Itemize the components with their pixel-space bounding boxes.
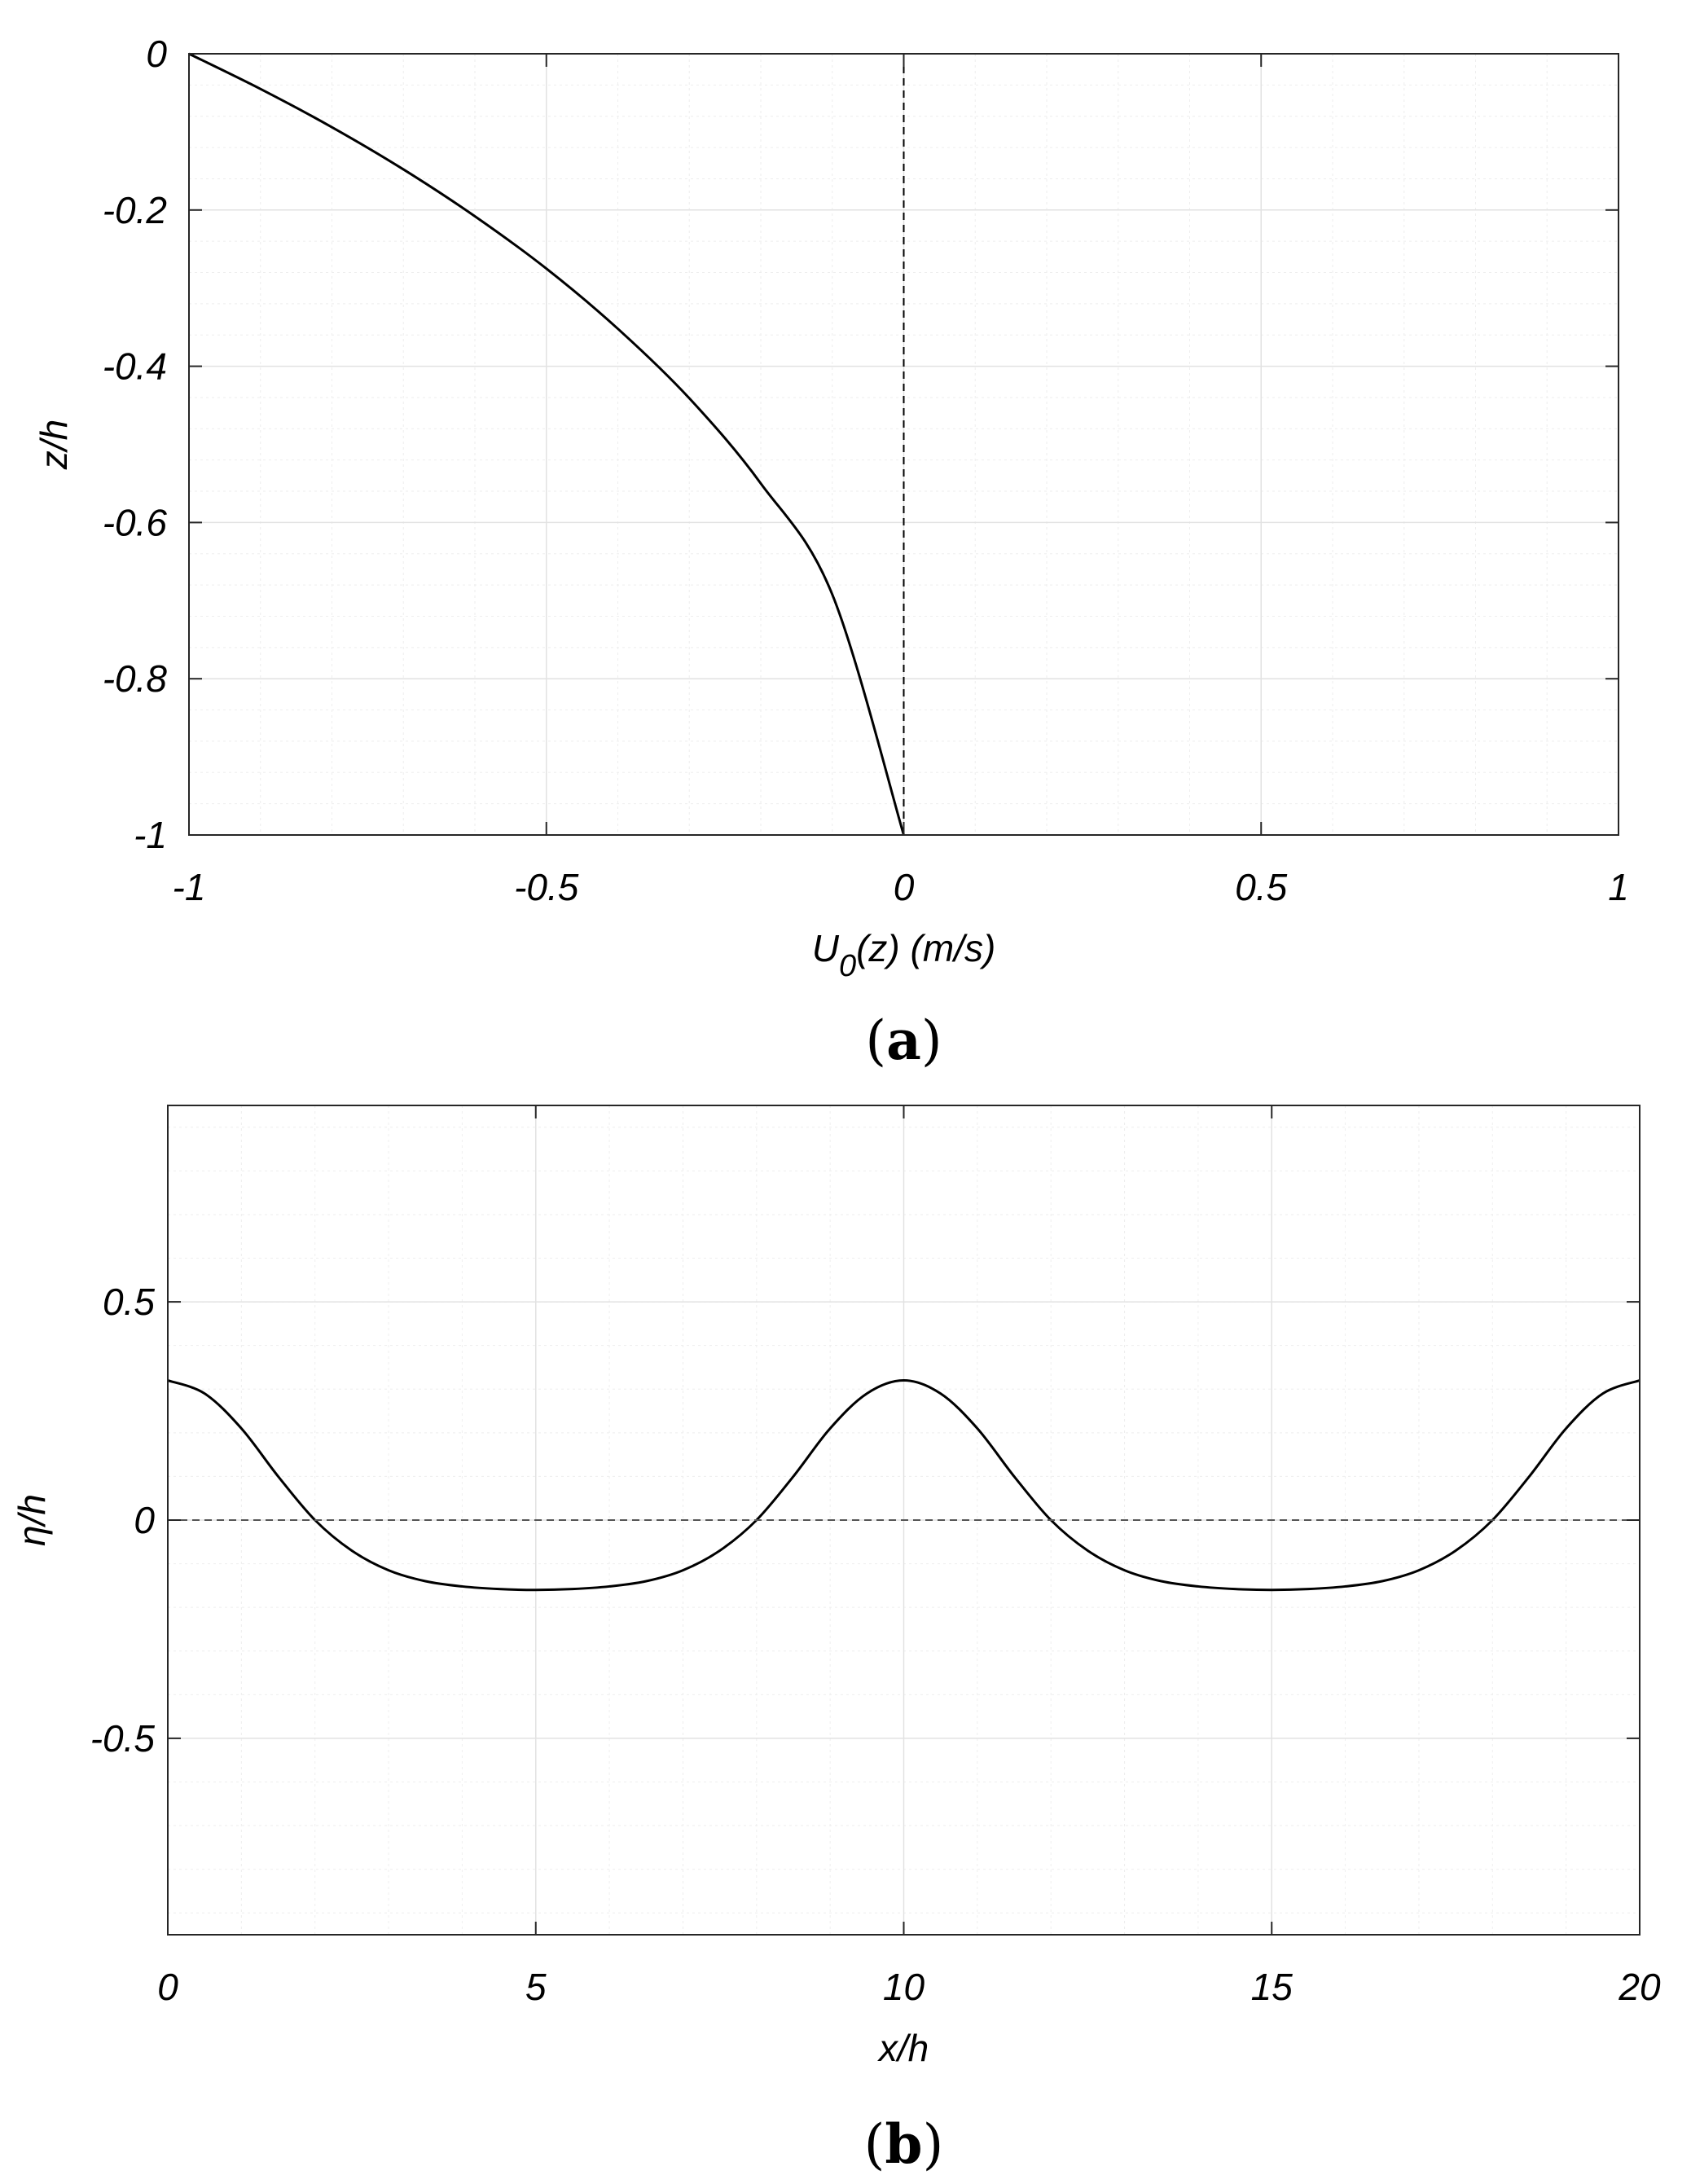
x-tick-label: 1 <box>1608 866 1629 908</box>
panel-label-a-letter: a <box>886 1009 921 1072</box>
panel-label-b-letter: b <box>885 2112 922 2176</box>
x-axis-label-b: x/h <box>877 2027 929 2069</box>
y-tick-label: 0.5 <box>103 1281 155 1323</box>
y-tick-label: 0 <box>146 33 167 75</box>
x-tick-label: 10 <box>883 1966 925 2008</box>
y-tick-label: -0.4 <box>103 345 167 388</box>
x-tick-label: 20 <box>1618 1966 1661 2008</box>
series-lines-a <box>188 52 905 836</box>
series-lines-b <box>167 1379 1640 1592</box>
y-tick-label: -0.2 <box>103 189 167 231</box>
x-tick-label: 0 <box>157 1966 178 2008</box>
x-tick-label: 0.5 <box>1235 866 1287 908</box>
y-axis-label-b: η/h <box>11 1494 53 1546</box>
y-tick-label: -0.6 <box>103 501 168 543</box>
data-series-line <box>188 52 905 836</box>
x-axis-label-a-sub: 0 <box>839 949 856 983</box>
panel-label-a: (a) <box>865 1009 942 1072</box>
x-tick-label: 15 <box>1251 1966 1294 2008</box>
x-tick-label: -1 <box>173 866 206 908</box>
ticks-b: 0 5 10 15 20 0.5 0 -0.5 <box>90 1105 1661 2008</box>
x-tick-label: 5 <box>525 1966 547 2008</box>
y-axis-label-a: z/h <box>33 420 75 470</box>
chart-panel-b: 0 5 10 15 20 0.5 0 -0.5 x/h η/h (b) <box>11 1105 1661 2176</box>
y-tick-label: -1 <box>134 814 167 856</box>
x-axis-label-a: U0(z) (m/s) <box>812 927 996 983</box>
x-tick-label: -0.5 <box>514 866 579 908</box>
y-tick-label: -0.8 <box>103 657 168 700</box>
y-tick-label: 0 <box>134 1499 155 1541</box>
x-tick-label: 0 <box>894 866 915 908</box>
x-axis-label-a-rest: (z) (m/s) <box>856 927 995 969</box>
data-series-line <box>167 1379 1640 1592</box>
chart-panel-a: -1 -0.5 0 0.5 10-0.2-0.4-0.6-0.8-1 U0(z) (m/… <box>33 33 1629 1072</box>
panel-label-b: (b) <box>864 2112 944 2176</box>
y-tick-label: -0.5 <box>90 1717 156 1760</box>
x-axis-label-a-main: U <box>812 927 840 969</box>
ticks-a: -1 -0.5 0 0.5 1 0 -0.2 -0.4 -0.6 -0.8 -1 <box>103 33 1629 908</box>
